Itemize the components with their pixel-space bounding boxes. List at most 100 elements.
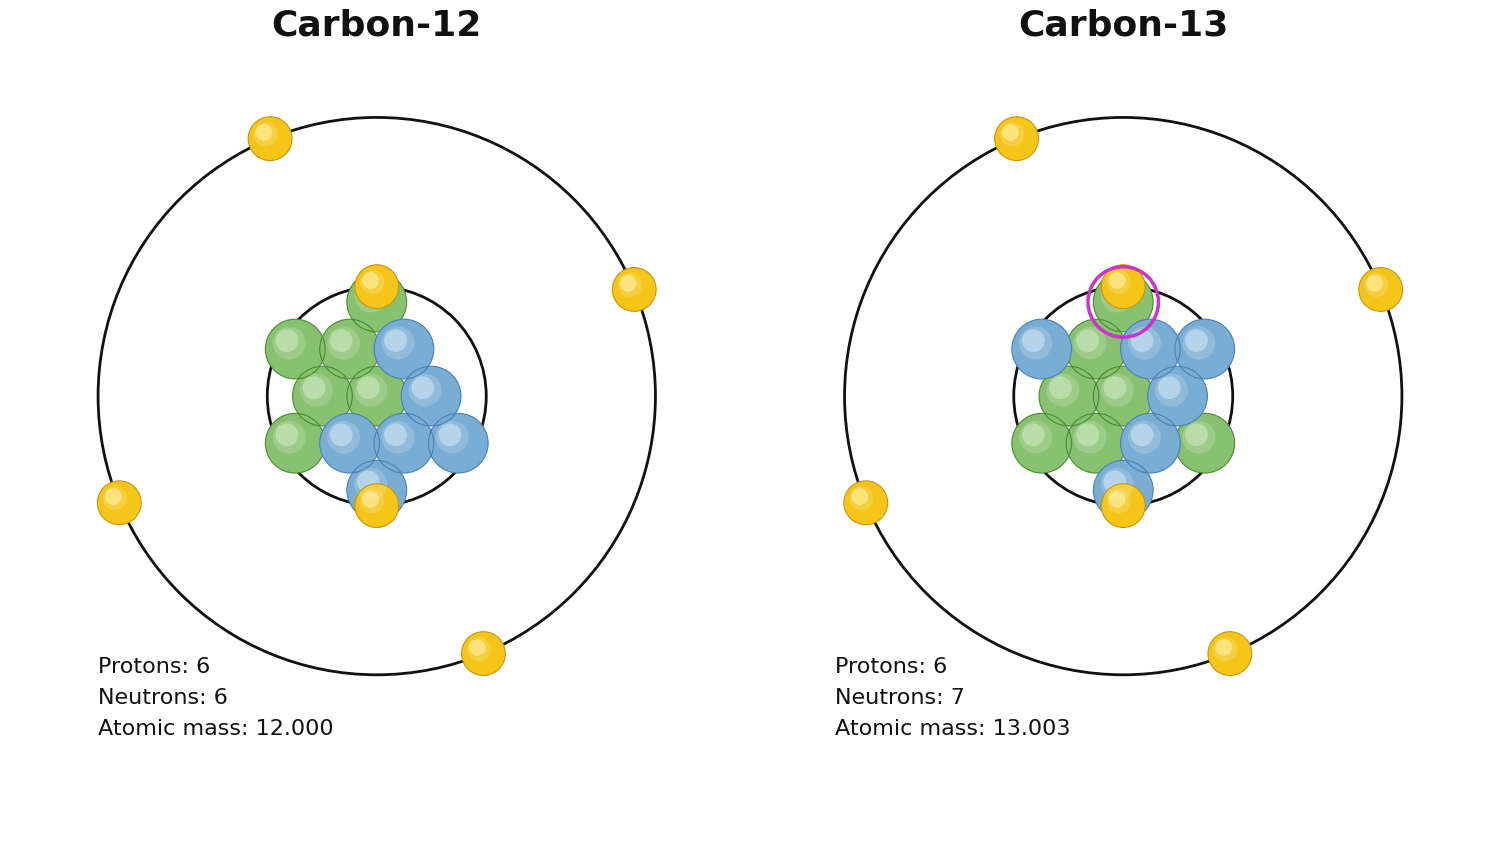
Circle shape [320,319,380,379]
Circle shape [1094,460,1154,520]
Circle shape [356,484,399,528]
Circle shape [1020,327,1052,360]
Circle shape [1158,376,1180,399]
Circle shape [330,424,352,446]
Circle shape [1359,268,1402,311]
Circle shape [303,376,326,399]
Circle shape [1101,468,1134,500]
Circle shape [1120,414,1180,473]
Circle shape [384,424,406,446]
Circle shape [354,374,387,407]
Circle shape [360,490,384,513]
Circle shape [436,421,468,453]
Text: Carbon-13: Carbon-13 [1019,8,1228,43]
Circle shape [1131,329,1154,352]
Circle shape [1101,374,1134,407]
Circle shape [1040,366,1100,426]
Circle shape [1101,279,1134,312]
Circle shape [1101,265,1144,309]
Circle shape [1185,329,1208,352]
Circle shape [1148,366,1208,426]
Circle shape [354,279,387,312]
Circle shape [470,639,486,656]
Circle shape [466,637,490,661]
Circle shape [1013,414,1071,473]
Circle shape [300,374,333,407]
Circle shape [248,116,292,160]
Circle shape [1128,327,1161,360]
Circle shape [98,481,141,525]
Circle shape [360,270,384,295]
Circle shape [1022,329,1044,352]
Circle shape [266,319,326,379]
Text: Protons: 6
Neutrons: 6
Atomic mass: 12.000: Protons: 6 Neutrons: 6 Atomic mass: 12.0… [98,657,333,739]
Circle shape [381,421,414,453]
Circle shape [254,122,278,146]
Circle shape [1155,374,1188,407]
Circle shape [1066,414,1126,473]
Circle shape [273,327,306,360]
Circle shape [1104,471,1126,493]
Circle shape [1104,282,1126,305]
Circle shape [384,329,406,352]
Circle shape [1074,421,1107,453]
Circle shape [357,376,380,399]
Circle shape [438,424,462,446]
Circle shape [357,282,380,305]
Circle shape [327,327,360,360]
Circle shape [1022,424,1044,446]
Circle shape [618,273,642,297]
Circle shape [1002,124,1019,141]
Circle shape [1208,631,1252,675]
Circle shape [1077,329,1100,352]
Circle shape [1094,366,1154,426]
Circle shape [994,116,1038,160]
Circle shape [354,468,387,500]
Circle shape [1101,484,1144,528]
Circle shape [849,486,873,511]
Circle shape [346,272,406,332]
Circle shape [1000,122,1024,146]
Circle shape [1120,319,1180,379]
Circle shape [1214,637,1237,661]
Circle shape [330,329,352,352]
Circle shape [400,366,460,426]
Circle shape [411,376,434,399]
Circle shape [844,481,888,525]
Circle shape [104,486,128,511]
Text: Carbon-12: Carbon-12 [272,8,482,43]
Circle shape [1366,275,1383,292]
Circle shape [1077,424,1100,446]
Circle shape [1107,270,1131,295]
Circle shape [273,421,306,453]
Circle shape [1074,327,1107,360]
Circle shape [1066,319,1126,379]
Circle shape [357,471,380,493]
Circle shape [462,631,506,675]
Circle shape [1215,639,1231,656]
Circle shape [1182,327,1215,360]
Circle shape [620,275,636,292]
Circle shape [1185,424,1208,446]
Circle shape [1182,421,1215,453]
Circle shape [363,272,380,289]
Circle shape [1107,490,1131,513]
Circle shape [292,366,352,426]
Circle shape [266,414,326,473]
Circle shape [1128,421,1161,453]
Circle shape [374,414,434,473]
Text: Protons: 6
Neutrons: 7
Atomic mass: 13.003: Protons: 6 Neutrons: 7 Atomic mass: 13.0… [834,657,1070,739]
Circle shape [1048,376,1072,399]
Circle shape [429,414,488,473]
Circle shape [1108,491,1125,508]
Circle shape [374,319,434,379]
Circle shape [408,374,441,407]
Circle shape [346,460,406,520]
Circle shape [1047,374,1080,407]
Circle shape [1174,319,1234,379]
Circle shape [363,491,380,508]
Circle shape [1108,272,1125,289]
Circle shape [381,327,414,360]
Circle shape [1013,319,1071,379]
Circle shape [1020,421,1052,453]
